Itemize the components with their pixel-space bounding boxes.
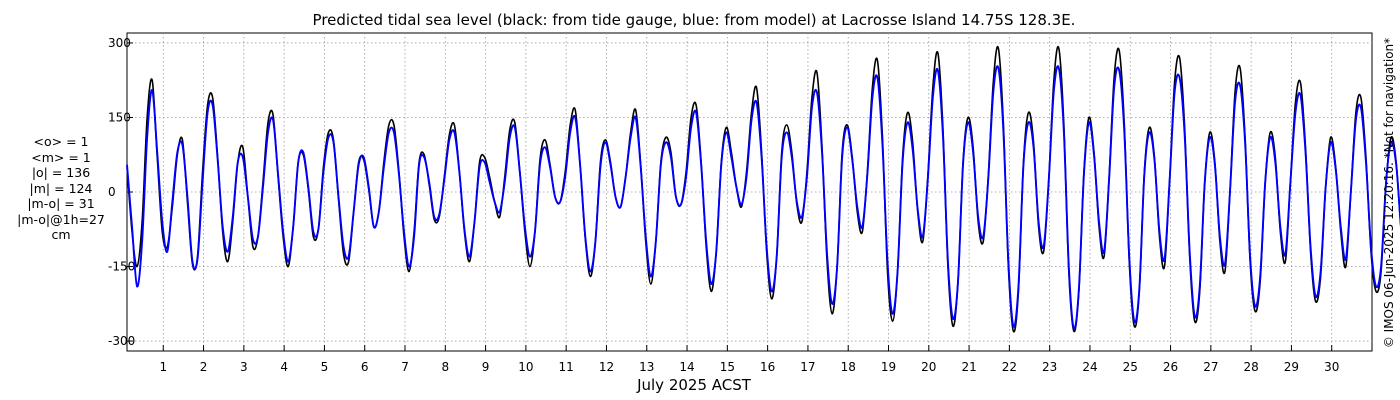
x-tick-label: 15 (720, 360, 735, 374)
x-tick-label: 25 (1123, 360, 1138, 374)
x-tick-label: 24 (1082, 360, 1097, 374)
x-tick-label: 1 (159, 360, 167, 374)
x-tick-label: 3 (240, 360, 248, 374)
y-tick-label: 150 (108, 110, 131, 124)
stats-line: |o| = 136 (31, 165, 91, 180)
x-tick-label: 23 (1042, 360, 1057, 374)
x-tick-label: 28 (1243, 360, 1258, 374)
y-axis-ticks: -300 -150 0 150 300 (108, 36, 135, 348)
x-tick-label: 11 (559, 360, 574, 374)
x-tick-label: 2 (200, 360, 208, 374)
x-tick-label: 19 (881, 360, 896, 374)
x-tick-label: 29 (1284, 360, 1299, 374)
x-tick-label: 14 (679, 360, 694, 374)
x-tick-label: 30 (1324, 360, 1339, 374)
stats-line: |m-o| = 31 (27, 196, 95, 211)
x-tick-label: 21 (961, 360, 976, 374)
y-tick-label: -300 (108, 334, 135, 348)
stats-line: <o> = 1 (33, 134, 89, 149)
stats-line: |m-o|@1h=27 (17, 211, 105, 227)
stats-panel: <o> = 1 <m> = 1 |o| = 136 |m| = 124 |m-o… (2, 134, 120, 243)
series-line-observed (126, 45, 1400, 333)
gridlines (127, 33, 1372, 351)
y-tick-label: 0 (108, 185, 116, 199)
plot-area (126, 32, 1373, 352)
x-tick-label: 17 (800, 360, 815, 374)
x-axis-ticks: 1 2 3 4 5 6 7 8 9 10 11 12 13 14 15 16 17 18 19 20 21 22 23 24 2… (159, 345, 1339, 374)
x-tick-label: 10 (518, 360, 533, 374)
stats-line: |m| = 124 (29, 180, 93, 196)
x-tick-label: 9 (482, 360, 490, 374)
x-tick-label: 7 (401, 360, 409, 374)
stats-line: <m> = 1 (31, 149, 91, 165)
x-tick-label: 20 (921, 360, 936, 374)
x-tick-label: 18 (841, 360, 856, 374)
x-tick-label: 12 (599, 360, 614, 374)
y-tick-label: -150 (108, 260, 135, 274)
x-tick-label: 27 (1203, 360, 1218, 374)
y-tick-label: 300 (108, 36, 131, 50)
chart-title: Predicted tidal sea level (black: from t… (313, 11, 1076, 29)
x-tick-label: 16 (760, 360, 775, 374)
x-tick-label: 22 (1002, 360, 1017, 374)
x-tick-label: 26 (1163, 360, 1178, 374)
x-tick-label: 13 (639, 360, 654, 374)
stats-line: cm (51, 227, 71, 242)
x-tick-label: 4 (280, 360, 288, 374)
x-tick-label: 6 (361, 360, 369, 374)
x-tick-label: 5 (321, 360, 329, 374)
credit-text: © IMOS 06-Jun-2025 12:20:16. *Not for na… (1382, 38, 1396, 348)
x-axis-label: July 2025 ACST (636, 376, 752, 394)
series-lines (126, 45, 1400, 333)
x-tick-label: 8 (441, 360, 449, 374)
series-line-model (126, 65, 1400, 331)
